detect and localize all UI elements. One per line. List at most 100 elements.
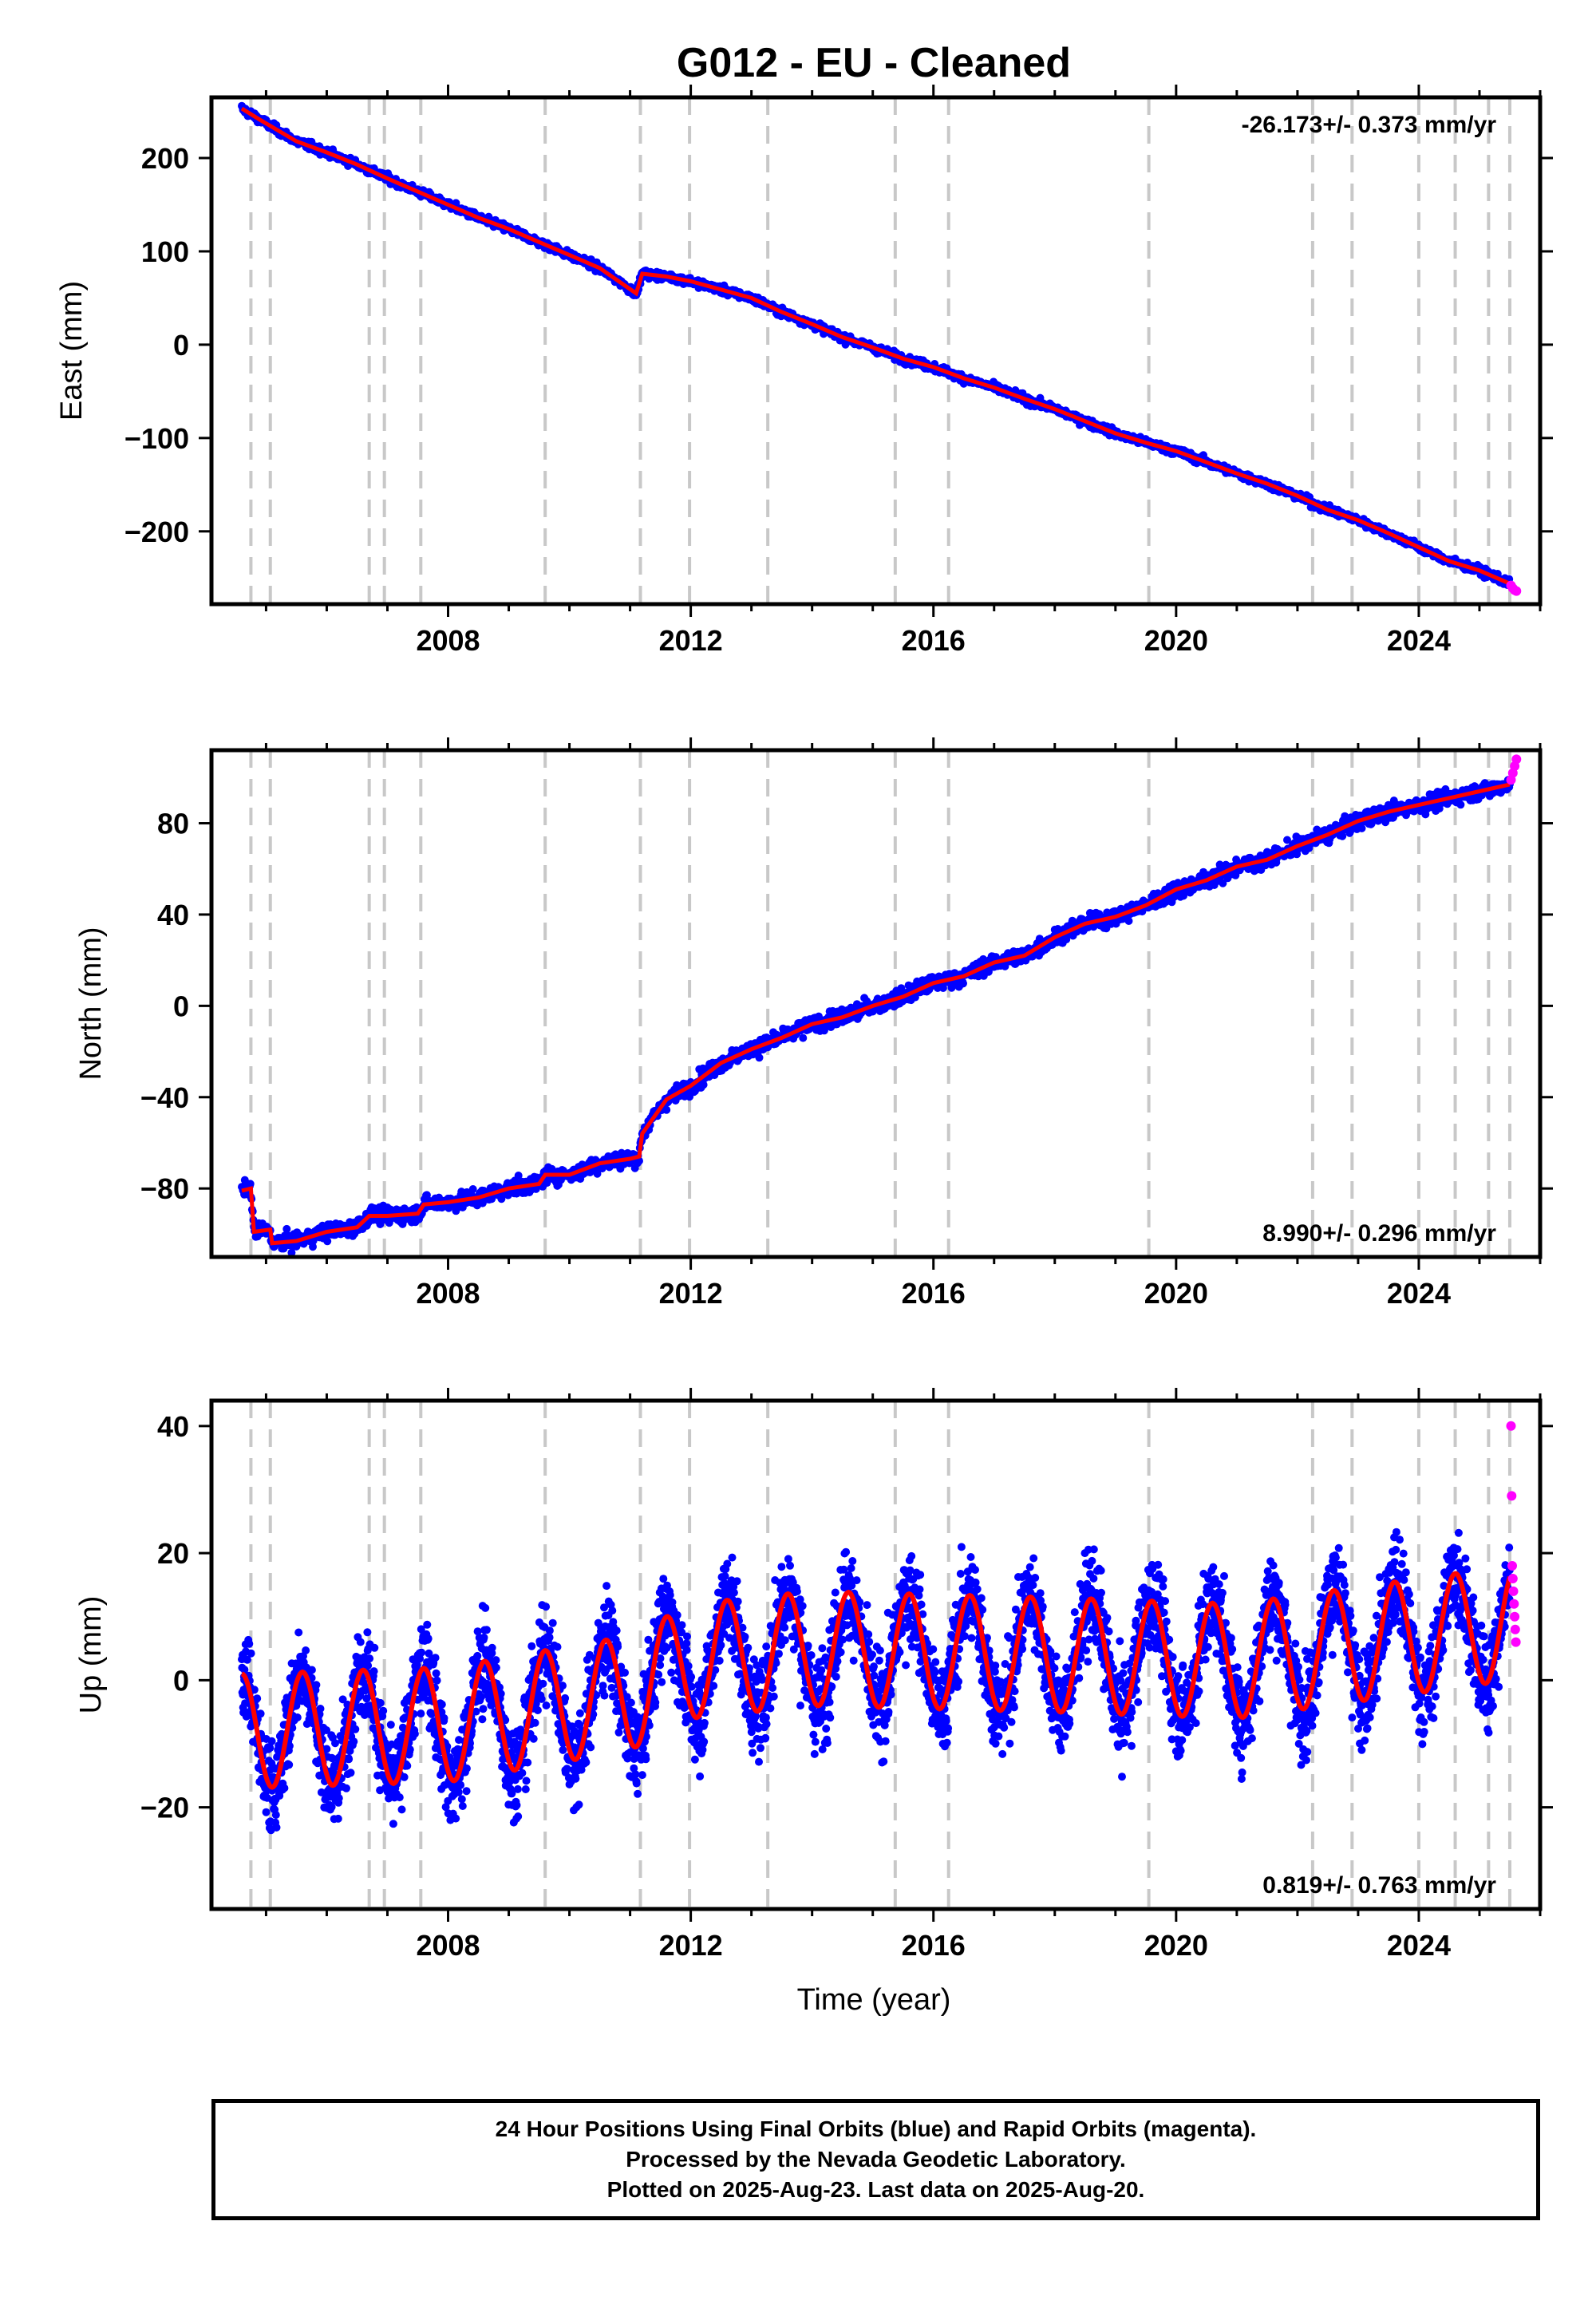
final-point — [1283, 836, 1291, 844]
final-point — [938, 984, 947, 992]
final-point — [323, 1237, 332, 1246]
x-tick-label: 2012 — [659, 1277, 723, 1310]
final-point — [959, 979, 967, 988]
final-point — [395, 1793, 404, 1802]
final-point — [246, 1180, 255, 1188]
final-point — [271, 1811, 280, 1820]
plot-frame — [209, 748, 1543, 1259]
final-point — [243, 1655, 251, 1664]
final-point — [309, 1243, 317, 1251]
final-point — [376, 1698, 385, 1707]
final-point — [755, 1053, 764, 1062]
north-panel: 2008 2012 2016 2020 2024 −80 −40 0 40 80 North (mm… — [74, 737, 1553, 1310]
final-point — [322, 1726, 331, 1734]
final-point — [280, 1784, 289, 1792]
y-tick-label: 40 — [157, 899, 189, 931]
plot-area — [238, 97, 1522, 604]
east-panel: 2008 2012 2016 2020 2024−200−1000100200East … — [55, 85, 1553, 657]
final-point — [338, 1695, 347, 1704]
x-tick-label: 2024 — [1387, 624, 1451, 657]
final-point — [799, 1034, 808, 1042]
final-point — [256, 1709, 265, 1718]
y-axis-label: East (mm) — [55, 281, 89, 421]
final-point — [468, 1185, 477, 1193]
final-point — [266, 1744, 275, 1753]
plot-frame — [209, 95, 1543, 607]
y-tick-label: 200 — [141, 142, 189, 175]
final-point — [275, 1792, 284, 1800]
final-point — [346, 1769, 355, 1777]
final-point — [386, 1721, 395, 1729]
final-point — [345, 1755, 354, 1764]
final-point — [363, 1628, 372, 1637]
y-tick-label: 100 — [141, 235, 189, 268]
y-tick-label: 0 — [173, 329, 189, 362]
final-point — [1219, 879, 1227, 887]
final-orbit-points — [238, 101, 1514, 589]
y-tick-label: −40 — [140, 1081, 189, 1114]
x-tick-label: 2008 — [416, 624, 480, 657]
x-tick-label: 2024 — [1387, 1277, 1451, 1310]
plot-area — [238, 750, 1522, 1257]
final-point — [294, 1628, 303, 1637]
rapid-orbit-points — [1506, 580, 1522, 596]
y-tick-label: 80 — [157, 808, 189, 840]
final-point — [1357, 824, 1366, 832]
final-point — [334, 1794, 343, 1803]
y-tick-label: −200 — [124, 516, 189, 548]
final-point — [400, 1773, 409, 1781]
y-tick-label: −100 — [124, 422, 189, 455]
y-tick-label: −80 — [140, 1172, 189, 1205]
final-point — [245, 1639, 254, 1648]
x-tick-label: 2008 — [416, 1277, 480, 1310]
y-tick-label: 0 — [173, 990, 189, 1022]
final-point — [389, 1820, 397, 1828]
final-point — [312, 1681, 321, 1690]
rapid-point — [1511, 754, 1522, 765]
final-point — [397, 1805, 406, 1814]
final-point — [342, 1784, 350, 1792]
final-point — [262, 1808, 271, 1816]
final-point — [699, 1081, 708, 1089]
final-point — [365, 1654, 374, 1663]
y-axis-label: North (mm) — [74, 927, 108, 1080]
final-point — [287, 1248, 296, 1257]
final-point — [1456, 800, 1465, 809]
final-point — [307, 1666, 316, 1674]
final-point — [327, 1803, 336, 1812]
plot-area — [238, 1401, 1521, 1909]
final-point — [316, 1705, 325, 1713]
chart-title: G012 - EU - Cleaned — [677, 40, 1071, 86]
model-line — [240, 106, 1511, 586]
x-tick-label: 2016 — [902, 624, 966, 657]
final-point — [897, 984, 906, 993]
model-line — [241, 782, 1511, 1246]
final-point — [364, 1662, 373, 1670]
final-point — [253, 1694, 262, 1703]
x-tick-label: 2020 — [1144, 1277, 1208, 1310]
final-orbit-points — [238, 776, 1514, 1257]
final-point — [267, 1737, 276, 1745]
final-point — [272, 1823, 281, 1832]
final-point — [350, 1737, 358, 1746]
x-tick-label: 2016 — [902, 1277, 966, 1310]
final-point — [356, 1638, 365, 1646]
final-point — [247, 1649, 255, 1658]
rapid-orbit-points — [1506, 754, 1522, 785]
final-point — [331, 1739, 339, 1748]
final-point — [302, 1646, 310, 1654]
final-point — [250, 1686, 259, 1694]
final-point — [369, 1667, 378, 1676]
x-tick-label: 2012 — [659, 624, 723, 657]
final-point — [240, 1666, 249, 1674]
final-point — [285, 1741, 294, 1750]
final-point — [1338, 832, 1347, 840]
final-point — [322, 1745, 331, 1753]
rate-annotation: 8.990+/- 0.296 mm/yr — [1262, 1220, 1496, 1247]
final-point — [1124, 917, 1133, 925]
rate-annotation: -26.173+/- 0.373 mm/yr — [1242, 112, 1497, 138]
rapid-point — [1511, 586, 1522, 596]
final-point — [1179, 888, 1188, 897]
